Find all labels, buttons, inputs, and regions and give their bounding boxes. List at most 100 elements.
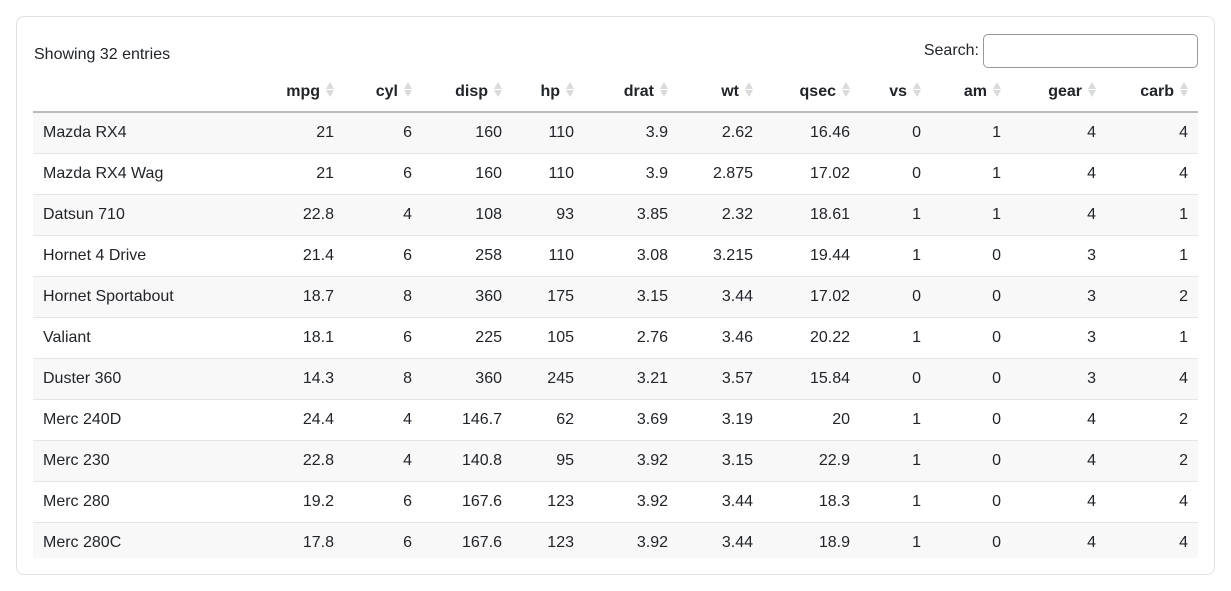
column-header-qsec[interactable]: qsec <box>763 75 860 113</box>
cell-hp: 110 <box>512 235 584 277</box>
cell-gear: 4 <box>1011 194 1106 236</box>
cell-wt: 3.46 <box>678 317 763 359</box>
cell-drat: 3.9 <box>584 112 678 154</box>
cell-cyl: 6 <box>344 112 422 154</box>
table-row: Merc 230 22.8 4 140.8 95 3.92 3.15 22.9 1 0 4 2 <box>33 440 1198 482</box>
cell-drat: 3.69 <box>584 399 678 441</box>
cell-mpg: 21 <box>256 112 344 154</box>
cell-mpg: 21.4 <box>256 235 344 277</box>
cell-carb: 2 <box>1106 440 1198 482</box>
cell-drat: 3.08 <box>584 235 678 277</box>
table-row: Hornet 4 Drive 21.4 6 258 110 3.08 3.215 19.44 1… <box>33 235 1198 277</box>
cell-gear: 3 <box>1011 358 1106 400</box>
cell-qsec: 15.84 <box>763 358 860 400</box>
table-row: Hornet Sportabout 18.7 8 360 175 3.15 3.44 17.0… <box>33 276 1198 318</box>
cell-hp: 95 <box>512 440 584 482</box>
cell-mpg: 22.8 <box>256 194 344 236</box>
cell-hp: 123 <box>512 522 584 558</box>
cell-hp: 175 <box>512 276 584 318</box>
row-name-cell: Duster 360 <box>33 358 256 400</box>
column-label: wt <box>721 83 739 100</box>
cell-vs: 0 <box>860 276 931 318</box>
column-label: drat <box>623 83 654 100</box>
cell-wt: 3.44 <box>678 276 763 318</box>
search-label: Search: <box>923 42 979 59</box>
cell-drat: 3.9 <box>584 153 678 195</box>
table-scroll-area[interactable]: mpg cyl disp hp drat wt qsec vs am gear carb Mazda… <box>33 75 1198 558</box>
cell-disp: 167.6 <box>422 522 512 558</box>
table-row: Duster 360 14.3 8 360 245 3.21 3.57 15.84 0 0 3 4 <box>33 358 1198 400</box>
column-header-carb[interactable]: carb <box>1106 75 1198 113</box>
cell-qsec: 16.46 <box>763 112 860 154</box>
cell-cyl: 8 <box>344 358 422 400</box>
cell-qsec: 17.02 <box>763 153 860 195</box>
cell-mpg: 18.7 <box>256 276 344 318</box>
cell-carb: 2 <box>1106 276 1198 318</box>
cell-cyl: 6 <box>344 522 422 558</box>
column-header-hp[interactable]: hp <box>512 75 584 113</box>
column-header-drat[interactable]: drat <box>584 75 678 113</box>
cell-hp: 110 <box>512 112 584 154</box>
cell-mpg: 24.4 <box>256 399 344 441</box>
cell-mpg: 14.3 <box>256 358 344 400</box>
search-input[interactable] <box>983 34 1198 68</box>
cell-disp: 108 <box>422 194 512 236</box>
row-name-cell: Hornet Sportabout <box>33 276 256 318</box>
cell-cyl: 4 <box>344 399 422 441</box>
cell-hp: 105 <box>512 317 584 359</box>
cell-cyl: 6 <box>344 153 422 195</box>
cell-vs: 1 <box>860 194 931 236</box>
cell-carb: 4 <box>1106 153 1198 195</box>
cell-drat: 2.76 <box>584 317 678 359</box>
cell-qsec: 20.22 <box>763 317 860 359</box>
cell-qsec: 22.9 <box>763 440 860 482</box>
column-label: cyl <box>375 83 398 100</box>
column-label: hp <box>540 83 560 100</box>
cell-disp: 160 <box>422 112 512 154</box>
cell-vs: 1 <box>860 399 931 441</box>
cell-gear: 3 <box>1011 276 1106 318</box>
cell-disp: 146.7 <box>422 399 512 441</box>
row-name-cell: Datsun 710 <box>33 194 256 236</box>
table-header: mpg cyl disp hp drat wt qsec vs am gear carb <box>33 75 1198 113</box>
cell-drat: 3.21 <box>584 358 678 400</box>
cell-am: 0 <box>931 440 1011 482</box>
table-row: Merc 280 19.2 6 167.6 123 3.92 3.44 18.3 1 0 4 4 <box>33 481 1198 523</box>
column-header-name[interactable] <box>33 75 256 113</box>
cell-mpg: 18.1 <box>256 317 344 359</box>
column-header-cyl[interactable]: cyl <box>344 75 422 113</box>
row-name-cell: Mazda RX4 Wag <box>33 153 256 195</box>
column-header-wt[interactable]: wt <box>678 75 763 113</box>
cell-hp: 93 <box>512 194 584 236</box>
table-row: Datsun 710 22.8 4 108 93 3.85 2.32 18.61 1 1 4 1 <box>33 194 1198 236</box>
column-label: mpg <box>286 83 320 100</box>
table-body: Mazda RX4 21 6 160 110 3.9 2.62 16.46 0 1 4 4 Mazda … <box>33 112 1198 558</box>
sort-both-icon <box>660 82 668 98</box>
cell-disp: 225 <box>422 317 512 359</box>
table-row: Merc 240D 24.4 4 146.7 62 3.69 3.19 20 1 0 4 2 <box>33 399 1198 441</box>
cell-am: 0 <box>931 317 1011 359</box>
cell-vs: 1 <box>860 235 931 277</box>
sort-both-icon <box>1088 82 1096 98</box>
column-header-vs[interactable]: vs <box>860 75 931 113</box>
column-label: carb <box>1140 83 1174 100</box>
cell-drat: 3.92 <box>584 481 678 523</box>
cell-drat: 3.92 <box>584 440 678 482</box>
column-label: disp <box>455 83 488 100</box>
column-header-disp[interactable]: disp <box>422 75 512 113</box>
table-row: Mazda RX4 21 6 160 110 3.9 2.62 16.46 0 1 4 4 <box>33 112 1198 154</box>
cell-cyl: 4 <box>344 194 422 236</box>
cell-drat: 3.92 <box>584 522 678 558</box>
cell-gear: 4 <box>1011 522 1106 558</box>
cell-am: 0 <box>931 276 1011 318</box>
cell-carb: 4 <box>1106 112 1198 154</box>
sort-both-icon <box>745 82 753 98</box>
column-header-am[interactable]: am <box>931 75 1011 113</box>
row-name-cell: Mazda RX4 <box>33 112 256 154</box>
cell-am: 0 <box>931 235 1011 277</box>
column-label: am <box>963 83 987 100</box>
cell-gear: 4 <box>1011 481 1106 523</box>
column-header-mpg[interactable]: mpg <box>256 75 344 113</box>
column-header-gear[interactable]: gear <box>1011 75 1106 113</box>
cell-wt: 3.15 <box>678 440 763 482</box>
